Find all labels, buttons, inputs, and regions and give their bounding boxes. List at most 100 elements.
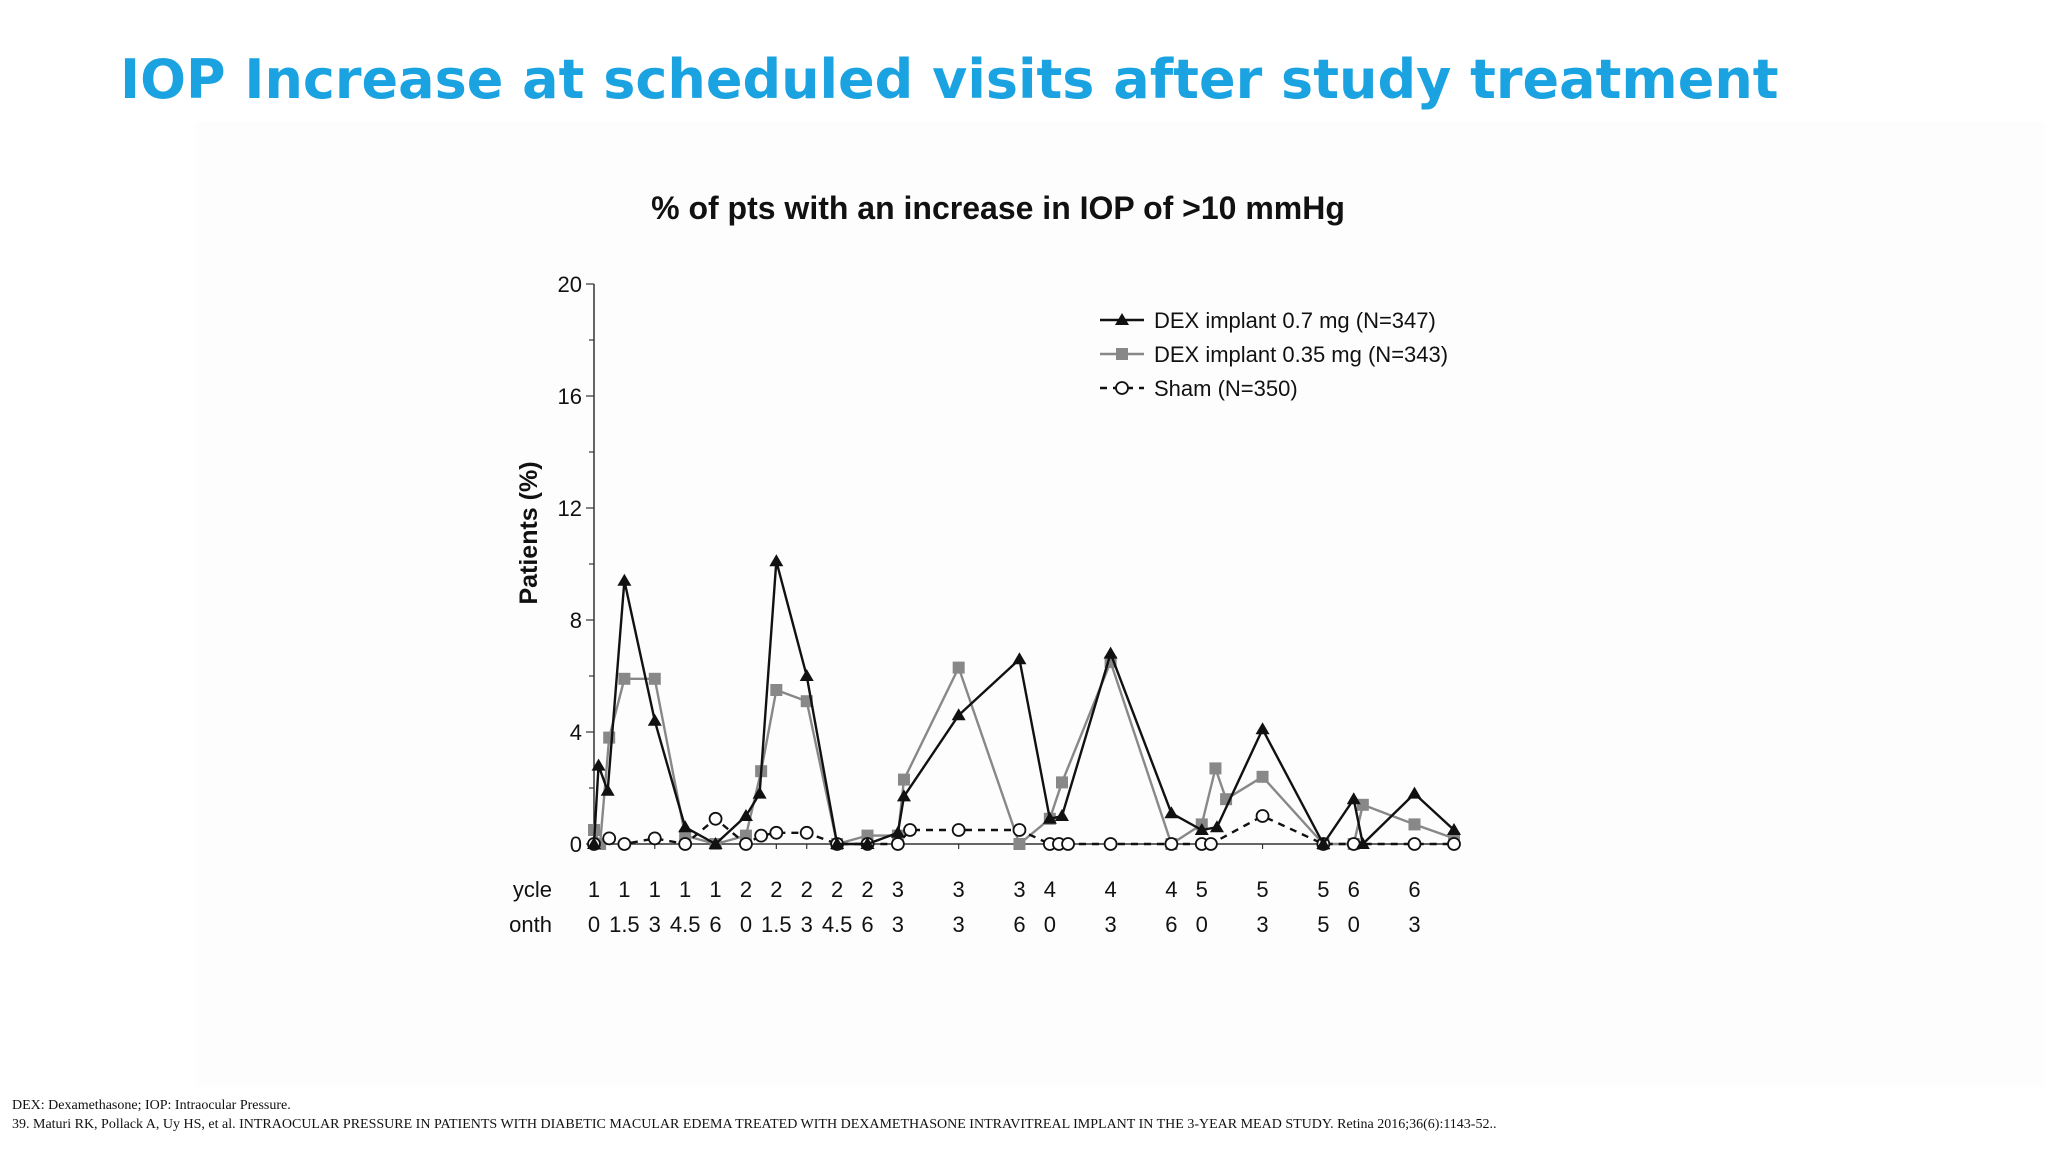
data-point xyxy=(903,823,917,837)
data-point xyxy=(951,708,966,721)
x-tick-label-cycle: 5 xyxy=(1196,877,1208,902)
data-point xyxy=(1194,823,1209,835)
data-point xyxy=(647,713,662,726)
chart-panel: % of pts with an increase in IOP of >10 … xyxy=(196,122,2044,1087)
data-point xyxy=(1013,838,1026,850)
data-point xyxy=(738,809,753,821)
data-point xyxy=(708,837,723,849)
data-point xyxy=(602,831,617,846)
data-point xyxy=(1356,798,1369,811)
data-point xyxy=(678,837,693,851)
data-point xyxy=(896,789,911,802)
data-point xyxy=(1012,652,1027,665)
x-tick-label-cycle: 2 xyxy=(740,877,752,902)
x-tick-label-month: 0 xyxy=(1044,912,1056,937)
data-point xyxy=(1209,820,1224,833)
series-line xyxy=(593,814,1454,846)
x-tick-label-month: 3 xyxy=(649,912,661,937)
x-tick-label-month: 6 xyxy=(1165,912,1177,937)
x-tick-label-cycle: 1 xyxy=(679,877,691,902)
data-point xyxy=(897,773,910,786)
data-point xyxy=(1061,837,1075,851)
data-point xyxy=(952,661,965,674)
x-tick-label-month: 1.5 xyxy=(761,912,792,937)
data-point xyxy=(1103,837,1118,851)
data-point xyxy=(1346,792,1361,805)
data-point xyxy=(1255,809,1270,823)
data-point xyxy=(1203,837,1218,851)
data-point xyxy=(617,573,632,586)
y-tick-label: 20 xyxy=(558,272,582,297)
data-point xyxy=(1055,776,1068,789)
data-point xyxy=(618,672,631,685)
x-tick-label-cycle: 2 xyxy=(831,877,843,902)
data-point xyxy=(951,823,966,837)
iop-line-chart: % of pts with an increase in IOP of >10 … xyxy=(509,190,1461,937)
x-tick-label-cycle: 1 xyxy=(649,877,661,902)
x-tick-label-month: 3 xyxy=(1104,912,1116,937)
x-tick-label-month: 1.5 xyxy=(609,912,640,937)
data-point xyxy=(617,837,632,851)
footnotes: DEX: Dexamethasone; IOP: Intraocular Pre… xyxy=(12,1096,1496,1134)
footnote-abbreviations: DEX: Dexamethasone; IOP: Intraocular Pre… xyxy=(12,1098,291,1113)
y-axis-label: Patients (%) xyxy=(515,461,543,604)
data-point xyxy=(1256,770,1269,783)
x-tick-label-cycle: 3 xyxy=(892,877,904,902)
data-point xyxy=(890,825,905,838)
data-point xyxy=(739,837,753,851)
x-tick-label-cycle: 3 xyxy=(953,877,965,902)
footnote-reference: 39. Maturi RK, Pollack A, Uy HS, et al. … xyxy=(12,1117,1497,1132)
x-tick-label-cycle: 2 xyxy=(770,877,782,902)
slide-title: IOP Increase at scheduled visits after s… xyxy=(120,48,1779,111)
data-point xyxy=(860,837,875,849)
x-tick-label-cycle: 5 xyxy=(1317,877,1329,902)
axes: 0481216201011.51314.5162021.52324.526333… xyxy=(558,272,1454,937)
x-tick-label-cycle: 1 xyxy=(709,877,721,902)
chart-title: % of pts with an increase in IOP of >10 … xyxy=(651,190,1345,226)
data-point xyxy=(1012,823,1027,837)
x-tick-label-month: 6 xyxy=(861,912,873,937)
x-row-label-month: onth xyxy=(509,912,552,937)
data-point xyxy=(1447,823,1461,835)
x-tick-label-cycle: 1 xyxy=(618,877,630,902)
data-point xyxy=(1316,837,1331,849)
x-tick-label-cycle: 4 xyxy=(1104,877,1116,902)
x-tick-label-month: 3 xyxy=(892,912,904,937)
legend-label: DEX implant 0.7 mg (N=347) xyxy=(1154,308,1436,333)
x-tick-label-cycle: 4 xyxy=(1044,877,1056,902)
x-tick-label-month: 3 xyxy=(1256,912,1268,937)
legend-marker xyxy=(1115,313,1129,325)
legend-label: Sham (N=350) xyxy=(1154,376,1298,401)
data-point xyxy=(1209,762,1222,775)
data-point xyxy=(770,684,783,696)
data-point xyxy=(830,837,845,849)
x-tick-label-cycle: 2 xyxy=(861,877,873,902)
x-tick-label-month: 3 xyxy=(953,912,965,937)
data-point xyxy=(799,669,814,681)
data-point xyxy=(1408,818,1421,831)
y-tick-label: 4 xyxy=(570,720,582,745)
data-point xyxy=(647,831,662,846)
x-tick-label-month: 0 xyxy=(1196,912,1208,937)
x-tick-label-month: 6 xyxy=(1013,912,1025,937)
data-point xyxy=(769,554,784,567)
x-tick-label-cycle: 3 xyxy=(1013,877,1025,902)
x-tick-label-month: 4.5 xyxy=(670,912,701,937)
data-point xyxy=(1407,786,1422,799)
x-tick-label-cycle: 5 xyxy=(1256,877,1268,902)
x-tick-label-month: 3 xyxy=(1408,912,1420,937)
data-point xyxy=(799,825,814,840)
x-tick-label-month: 6 xyxy=(709,912,721,937)
data-point xyxy=(1447,837,1461,851)
data-point xyxy=(1407,837,1422,851)
data-point xyxy=(890,837,905,851)
x-tick-label-month: 0 xyxy=(1348,912,1360,937)
data-point xyxy=(752,786,767,799)
data-point xyxy=(587,837,601,849)
x-row-label-cycle: ycle xyxy=(513,877,552,902)
series-line xyxy=(592,560,1455,846)
y-tick-label: 12 xyxy=(558,496,582,521)
x-tick-label-cycle: 6 xyxy=(1348,877,1360,902)
y-tick-label: 16 xyxy=(558,384,582,409)
x-tick-label-cycle: 6 xyxy=(1408,877,1420,902)
